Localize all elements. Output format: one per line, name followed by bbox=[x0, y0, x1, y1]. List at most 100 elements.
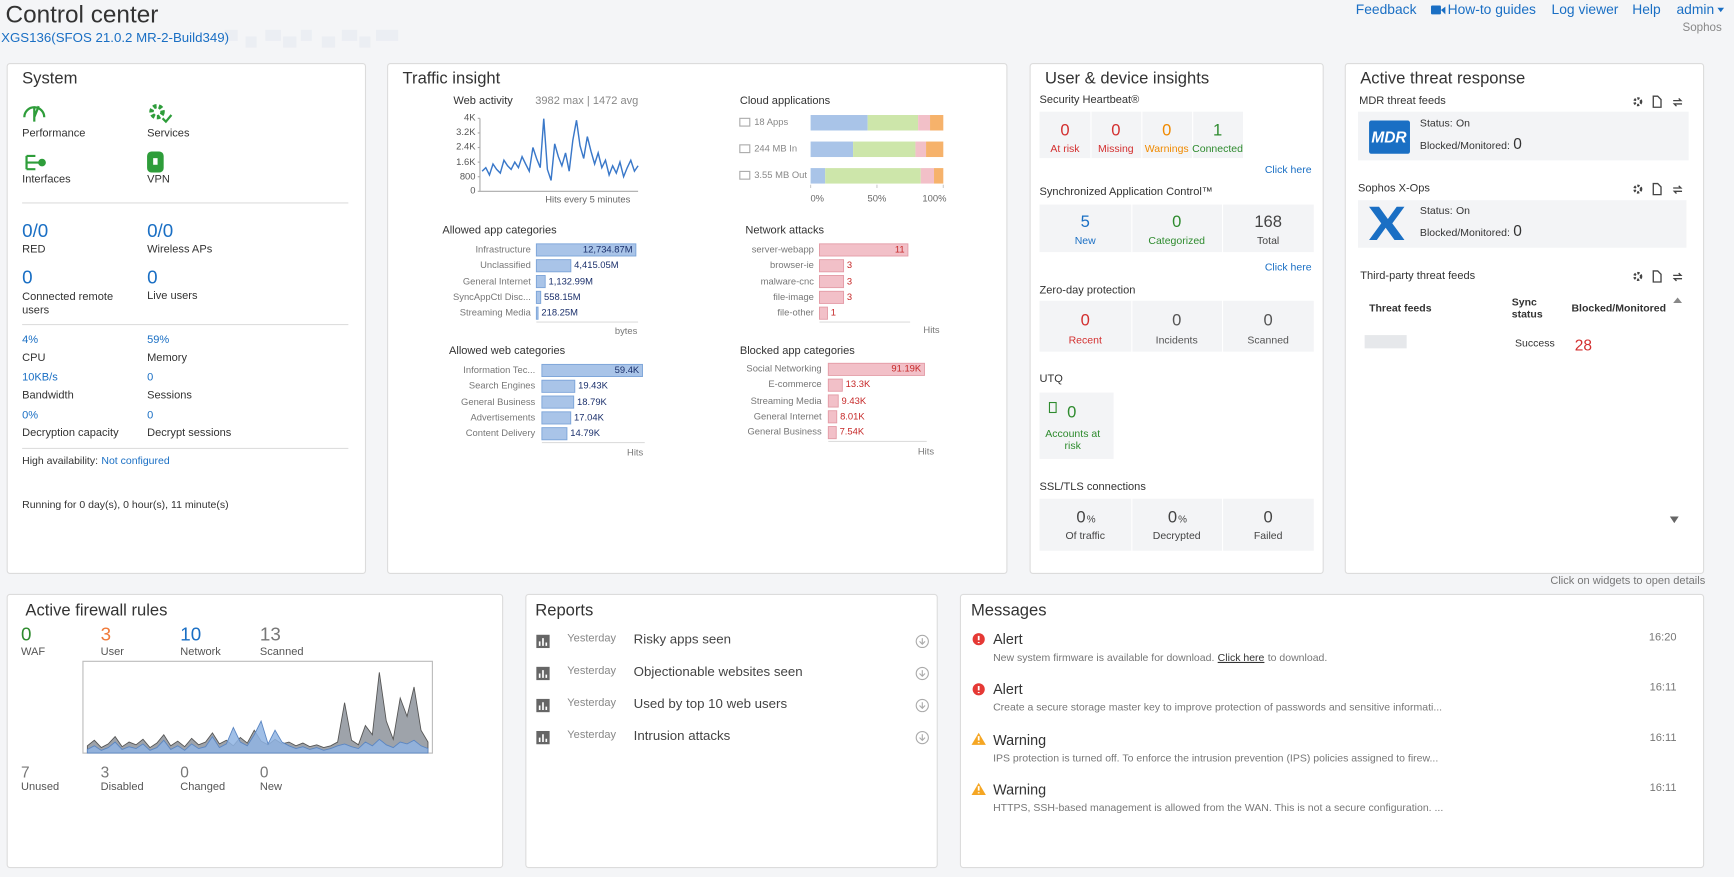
message-time: 16:11 bbox=[1649, 731, 1677, 745]
chart-title: Cloud applications bbox=[739, 95, 831, 108]
redacted bbox=[224, 29, 238, 41]
section-title: Sophos X-Ops bbox=[1358, 182, 1430, 195]
stat-label: Live users bbox=[147, 290, 198, 303]
stat-value: 10 bbox=[180, 623, 202, 645]
stat-label: RED bbox=[22, 243, 46, 256]
text: to download. bbox=[1267, 651, 1328, 665]
nav-link[interactable]: How-to guides bbox=[1447, 2, 1536, 18]
stat-cell bbox=[1142, 111, 1193, 159]
unit-label: Hits bbox=[923, 324, 940, 336]
category-label: General Internet bbox=[753, 410, 822, 422]
brand: Sophos bbox=[1682, 20, 1722, 35]
stat-value: 0/0 bbox=[22, 220, 49, 242]
section-title: Synchronized Application Control™ bbox=[1039, 186, 1213, 199]
chart-summary: 3982 max | 1472 avg bbox=[535, 95, 639, 108]
x-axis-label: Hits every 5 minutes bbox=[545, 193, 631, 205]
device-name: XGS136(SFOS 21.0.2 MR-2-Build349) bbox=[1, 29, 230, 46]
stat-value: 0/0 bbox=[147, 220, 174, 242]
text: 0 bbox=[1167, 508, 1178, 527]
category-label: General Business bbox=[747, 426, 822, 438]
message-type: Alert bbox=[993, 630, 1023, 648]
report-name[interactable]: Risky apps seen bbox=[633, 631, 732, 648]
redacted bbox=[300, 29, 312, 41]
stat-value: 0 bbox=[147, 371, 154, 385]
text: On bbox=[1455, 205, 1470, 218]
link[interactable]: Click here bbox=[1264, 164, 1312, 177]
category-label: E-commerce bbox=[768, 378, 822, 390]
link[interactable]: Click here bbox=[1264, 261, 1312, 274]
y-tick-label: 4K bbox=[464, 111, 476, 123]
shortcut[interactable]: Interfaces bbox=[22, 173, 71, 187]
stat-label: Decrypt sessions bbox=[147, 427, 232, 440]
stat-value: 1 bbox=[1212, 120, 1223, 140]
stat-cell bbox=[1223, 300, 1314, 352]
separator bbox=[22, 324, 349, 326]
shortcut[interactable]: Services bbox=[147, 127, 190, 140]
row-label: 3.55 MB Out bbox=[754, 169, 807, 181]
value-label: 11 bbox=[894, 243, 905, 255]
page-title: Control center bbox=[5, 0, 159, 29]
link[interactable]: Click here bbox=[1217, 651, 1265, 665]
report-name[interactable]: Intrusion attacks bbox=[633, 727, 731, 744]
value-label: 218.25M bbox=[541, 306, 578, 318]
stat-label: Unused bbox=[21, 781, 60, 794]
stat-label: Network bbox=[180, 646, 221, 659]
stat-label: Changed bbox=[180, 781, 226, 794]
nav-link[interactable]: Help bbox=[1632, 2, 1661, 18]
nav-link[interactable]: Feedback bbox=[1355, 2, 1417, 18]
value-label: 91.19K bbox=[891, 362, 922, 374]
stat-cell bbox=[1132, 300, 1223, 352]
x-tick-label: 0% bbox=[810, 192, 825, 204]
unit-label: bytes bbox=[614, 325, 638, 337]
category-label: browser-ie bbox=[770, 259, 814, 271]
stat-cell bbox=[1039, 204, 1131, 253]
stat-label: Total bbox=[1257, 235, 1280, 248]
stat-label: Incidents bbox=[1155, 334, 1198, 347]
stat-cell bbox=[1039, 498, 1131, 551]
stat-label: Sessions bbox=[147, 389, 192, 402]
category-label: Unclassified bbox=[480, 259, 531, 271]
chart-title: Allowed web categories bbox=[448, 345, 566, 358]
widget-title: Messages bbox=[970, 600, 1047, 620]
messages-widget bbox=[959, 593, 1705, 869]
chart-title: Web activity bbox=[453, 95, 513, 108]
mdr-logo bbox=[1369, 120, 1410, 154]
system-widget bbox=[6, 63, 367, 574]
report-name[interactable]: Objectionable websites seen bbox=[633, 663, 803, 680]
value-label: 558.15M bbox=[544, 290, 581, 302]
uptime: Running for 0 day(s), 0 hour(s), 11 minu… bbox=[22, 499, 229, 512]
category-label: General Business bbox=[461, 395, 536, 407]
nav-link[interactable]: admin bbox=[1676, 2, 1715, 18]
section-title: SSL/TLS connections bbox=[1039, 481, 1146, 494]
logo-text: MDR bbox=[1371, 128, 1407, 146]
category-label: Content Delivery bbox=[465, 427, 536, 439]
category-label: file-other bbox=[777, 306, 814, 318]
status: Status: On bbox=[1420, 118, 1470, 131]
stat-label: Connected bbox=[1192, 143, 1243, 156]
nav-link[interactable]: Log viewer bbox=[1551, 2, 1619, 18]
y-tick-label: 800 bbox=[459, 170, 476, 182]
value-label: 3 bbox=[846, 259, 853, 271]
report-name[interactable]: Used by top 10 web users bbox=[633, 695, 788, 712]
category-label: Streaming Media bbox=[750, 394, 822, 406]
value-label: 1,132.99M bbox=[548, 275, 593, 287]
message-text: IPS protection is turned off. To enforce… bbox=[993, 752, 1438, 765]
widget-title: User & device insights bbox=[1045, 68, 1210, 88]
separator bbox=[22, 202, 349, 204]
stat-label: Memory bbox=[147, 351, 188, 365]
stat-cell bbox=[1132, 498, 1223, 551]
link[interactable]: Not configured bbox=[101, 455, 170, 468]
stat-label: Warnings bbox=[1144, 143, 1189, 156]
shortcut[interactable]: Performance bbox=[22, 127, 86, 140]
stat-label: Recent bbox=[1068, 334, 1102, 347]
stat-value: 0 bbox=[147, 409, 154, 422]
stat-value: 0 bbox=[1162, 120, 1172, 140]
report-date: Yesterday bbox=[567, 632, 617, 645]
y-tick-label: 3.2K bbox=[456, 126, 476, 138]
value-label: 13.3K bbox=[845, 378, 871, 390]
shortcut[interactable]: VPN bbox=[147, 173, 170, 187]
redacted bbox=[359, 36, 371, 48]
message-text: Create a secure storage master key to im… bbox=[993, 702, 1442, 715]
status: Status: On bbox=[1420, 205, 1470, 218]
stat-label: User bbox=[100, 646, 124, 659]
